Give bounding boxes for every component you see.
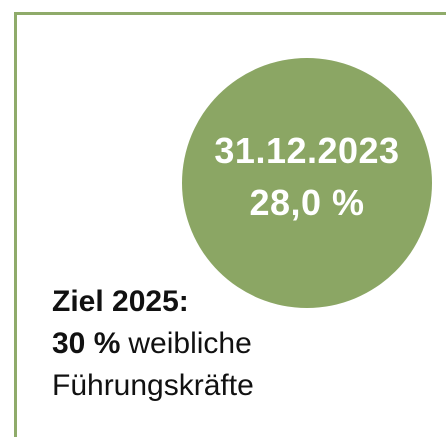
highlight-circle: 31.12.2023 28,0 % <box>182 58 432 308</box>
goal-value: 30 % <box>52 327 121 360</box>
frame-border <box>14 12 17 437</box>
circle-value: 28,0 % <box>249 182 365 223</box>
goal-text: Ziel 2025: 30 % weibliche Führungskräfte <box>52 281 254 407</box>
frame-border <box>14 12 446 15</box>
goal-description: weibliche <box>128 327 252 360</box>
circle-date: 31.12.2023 <box>214 130 400 171</box>
goal-description: Führungskräfte <box>52 369 254 402</box>
goal-title: Ziel 2025: <box>52 285 189 318</box>
